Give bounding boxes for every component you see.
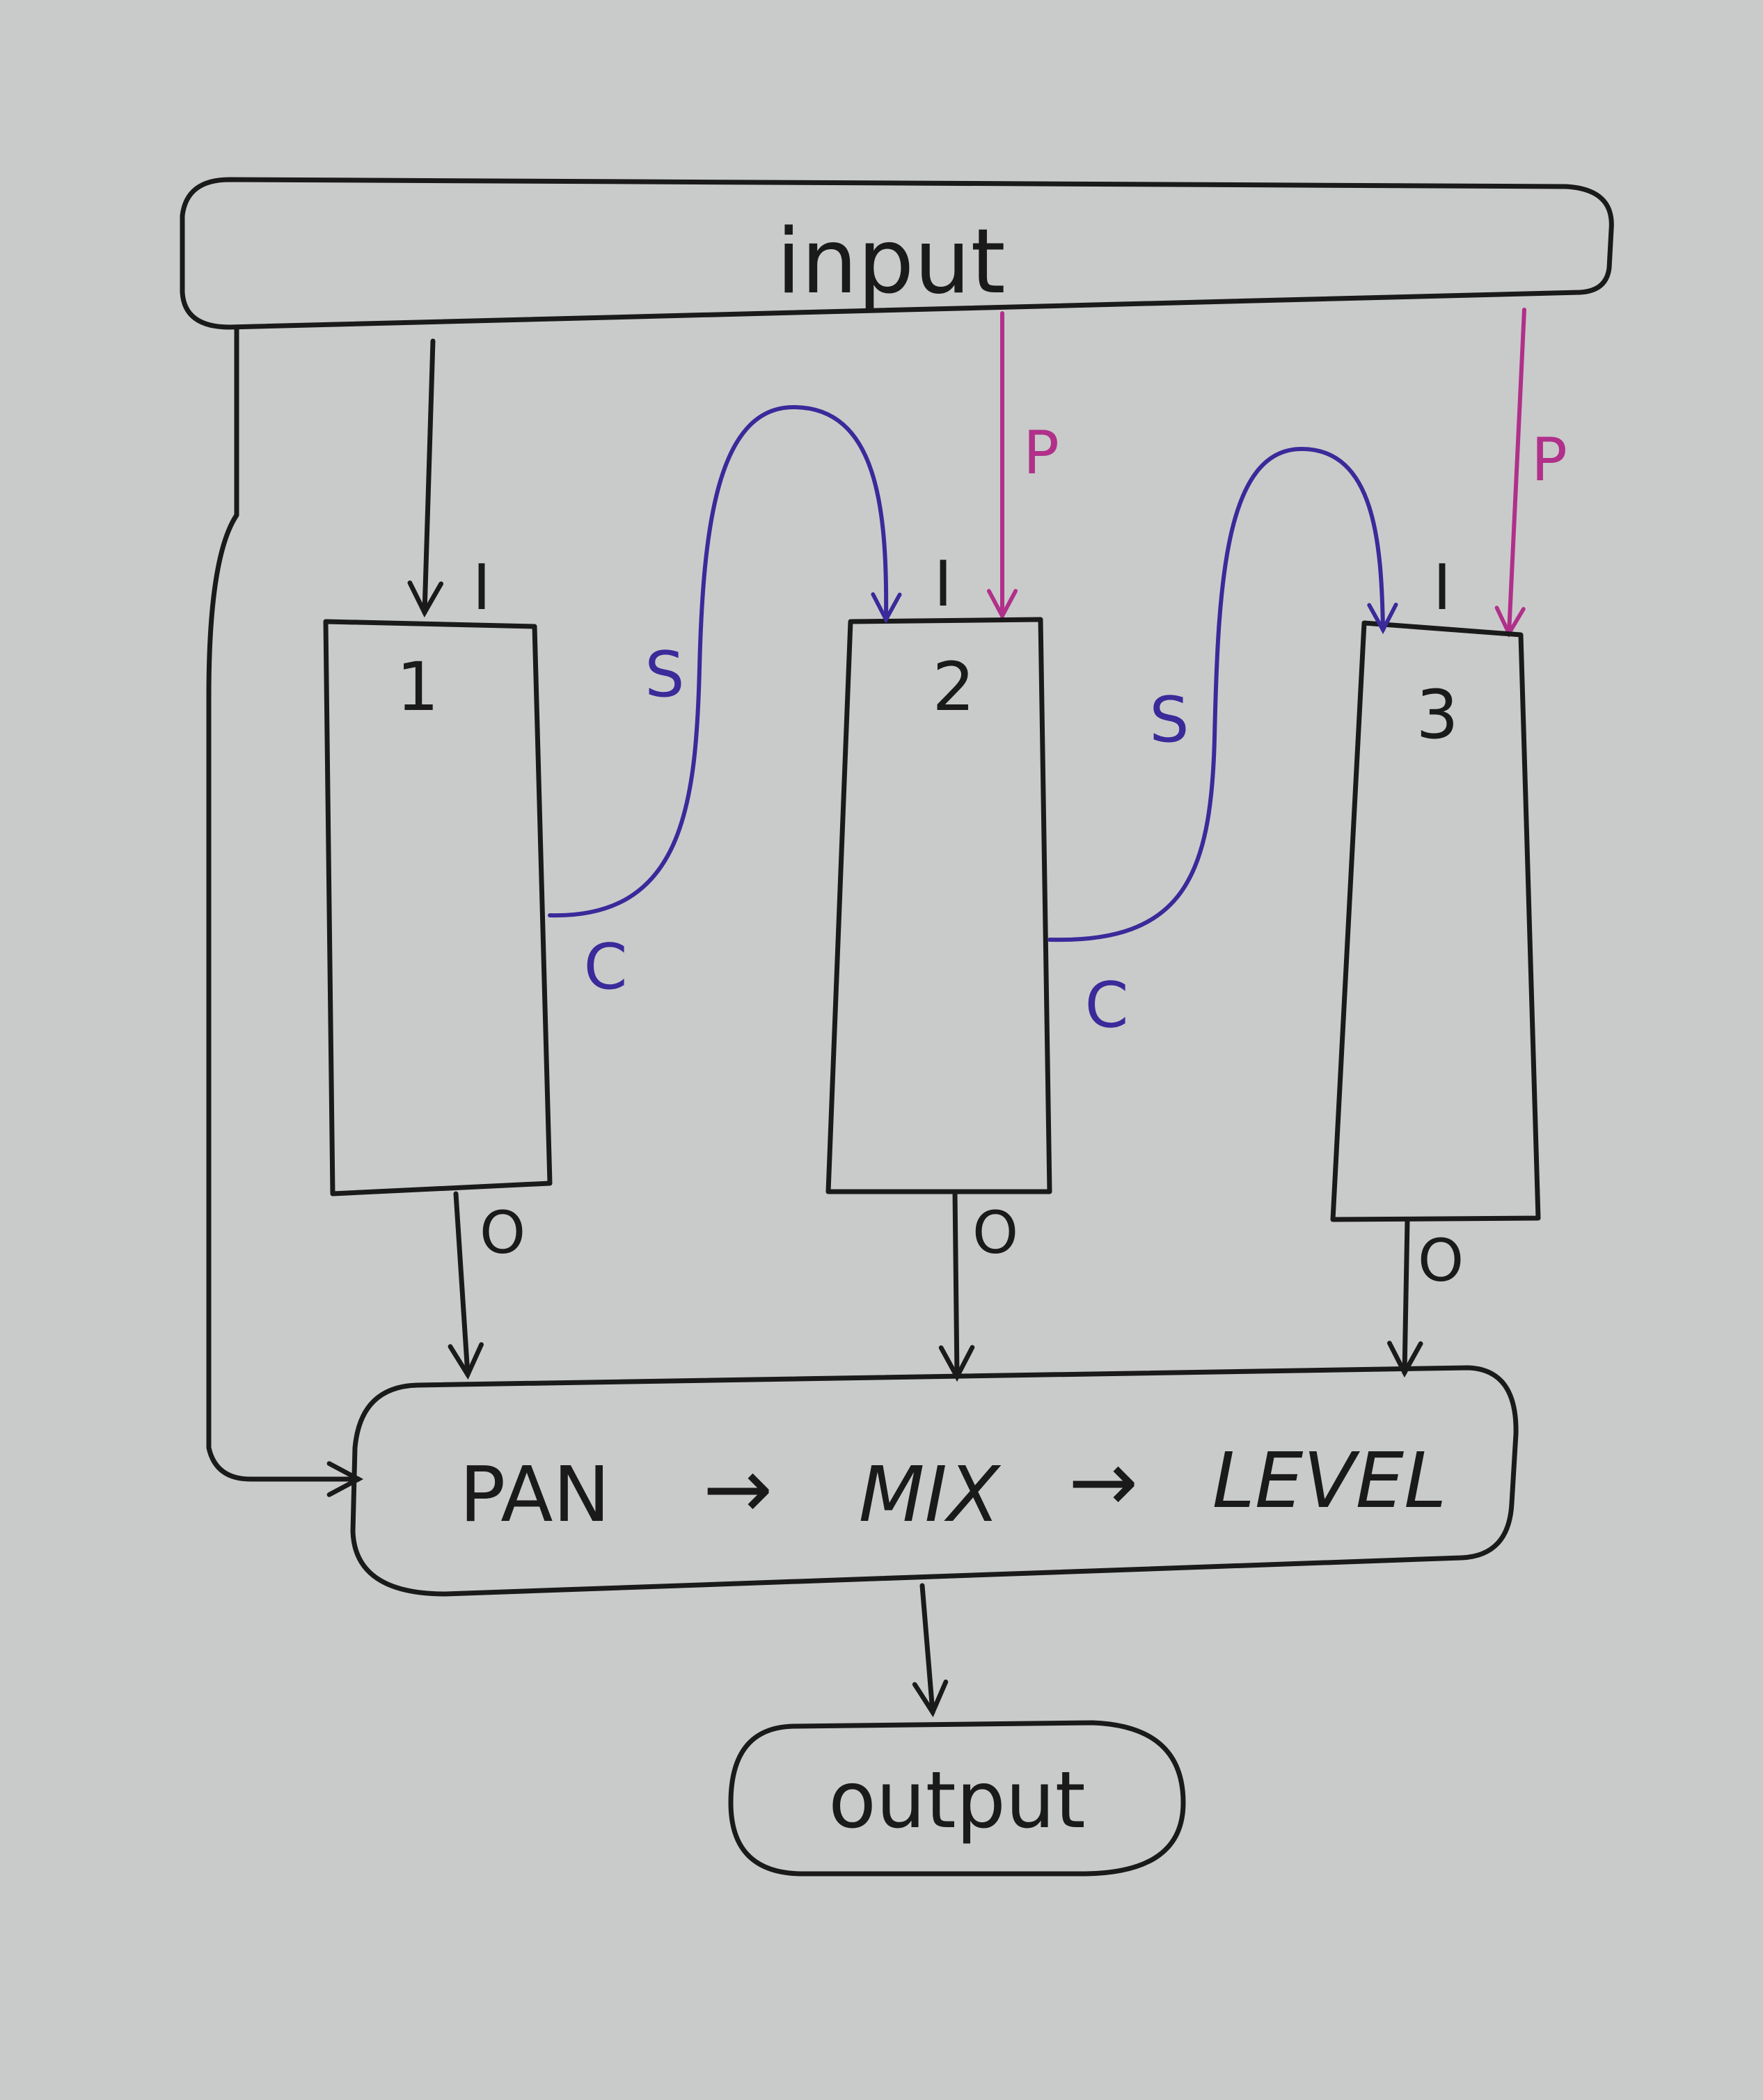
module-1-output-arrow	[448, 1191, 484, 1380]
mix-to-level-arrow: →	[1068, 1434, 1139, 1531]
parallel-feed-3-arrow	[1494, 308, 1526, 638]
module-2: 2 I O	[825, 548, 1052, 1267]
control-label-1: C	[584, 931, 628, 1004]
module-2-output-arrow	[938, 1189, 975, 1382]
sidechain-1-to-2-curve	[548, 404, 902, 918]
module-1-box	[323, 619, 553, 1197]
module-3-number: 3	[1416, 676, 1458, 754]
module-2-box	[825, 617, 1052, 1194]
pan-to-mix-arrow: →	[703, 1441, 773, 1538]
control-label-2: C	[1085, 969, 1129, 1042]
module-1: 1 I O	[323, 551, 553, 1267]
processing-node: PAN → MIX → LEVEL	[350, 1365, 1519, 1597]
parallel-label-2: P	[1531, 425, 1567, 495]
module-1-number: 1	[396, 648, 438, 726]
module-3-in-port-label: I	[1433, 551, 1452, 624]
dry-feed-arrow	[206, 324, 364, 1497]
level-label: LEVEL	[1212, 1436, 1447, 1525]
module-3-output-arrow	[1387, 1217, 1423, 1378]
pan-label: PAN	[459, 1450, 610, 1539]
processing-to-output-arrow	[912, 1583, 949, 1718]
input-label: input	[776, 210, 1005, 314]
sidechain-label-1: S	[645, 638, 684, 711]
module-3-box	[1330, 620, 1541, 1222]
module-2-in-port-label: I	[934, 548, 953, 621]
processing-box	[350, 1365, 1519, 1597]
output-box	[728, 1720, 1186, 1877]
parallel-label-1: P	[1023, 418, 1059, 488]
module-3: 3 I O	[1330, 551, 1541, 1295]
input-node: input	[180, 177, 1614, 330]
module-2-number: 2	[932, 648, 974, 726]
input-to-module-1-arrow	[407, 338, 444, 618]
output-node: output	[728, 1720, 1186, 1877]
sidechain-label-2: S	[1149, 684, 1189, 757]
module-1-in-port-label: I	[473, 551, 491, 624]
module-3-out-port-label: O	[1418, 1226, 1464, 1295]
mix-label: MIX	[859, 1450, 1002, 1539]
module-2-out-port-label: O	[972, 1199, 1018, 1267]
output-label: output	[828, 1755, 1085, 1846]
input-box	[180, 177, 1614, 330]
sidechain-2-to-3-curve	[1047, 446, 1398, 942]
module-1-out-port-label: O	[480, 1199, 525, 1267]
